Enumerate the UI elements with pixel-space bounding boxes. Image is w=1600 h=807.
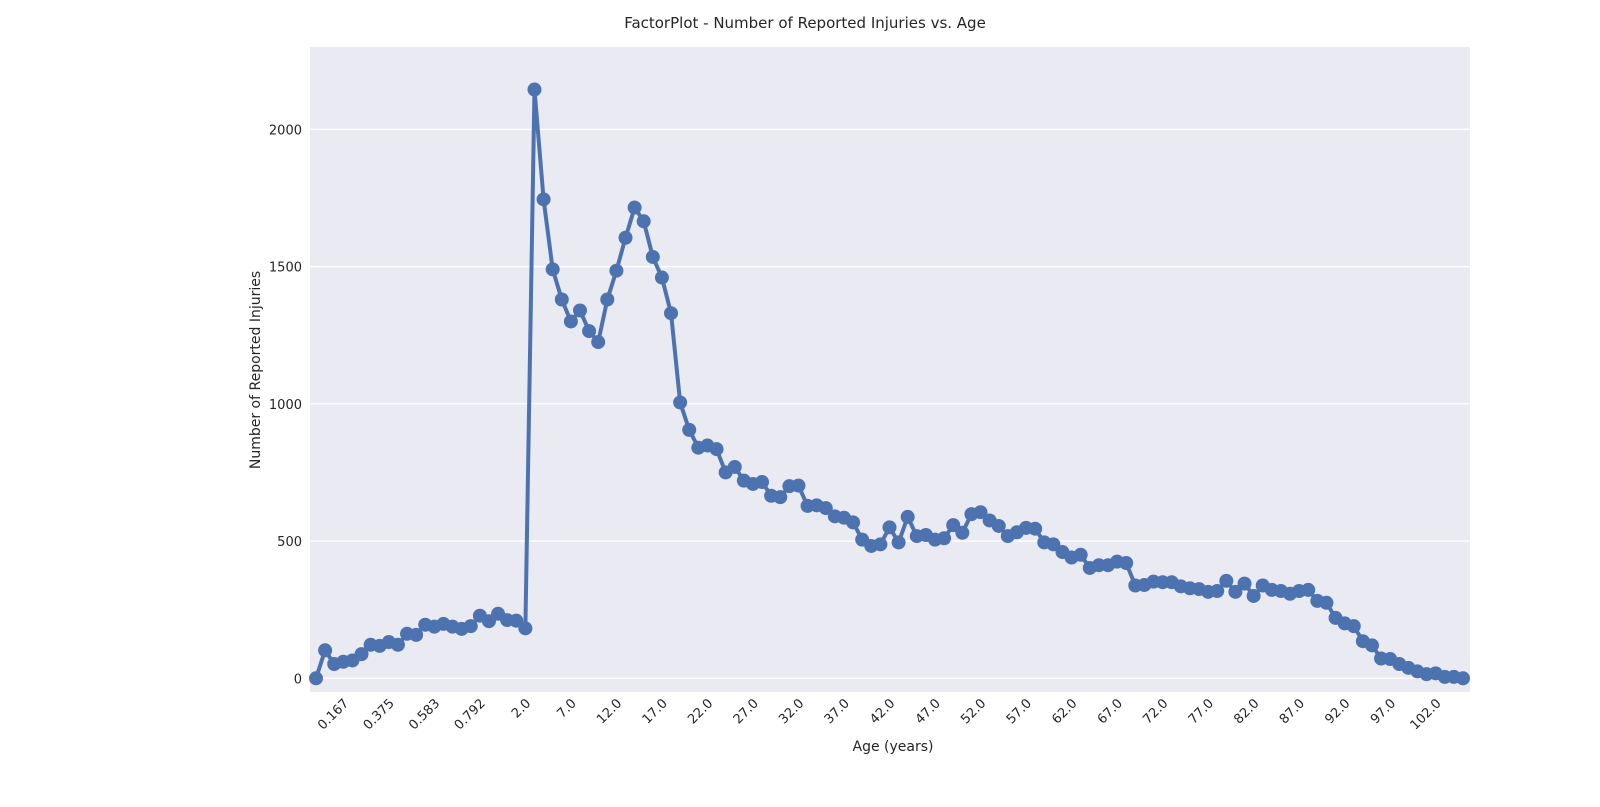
y-tick-labels: 0 500 1000 1500 2000	[269, 123, 302, 687]
data-point	[582, 324, 597, 339]
x-tick-label: 7.0	[554, 696, 579, 721]
y-tick-label: 1500	[269, 261, 302, 276]
data-point	[846, 515, 861, 530]
x-tick-label: 32.0	[776, 696, 807, 727]
data-point	[937, 531, 952, 546]
data-point	[682, 422, 697, 437]
data-point	[618, 230, 633, 245]
data-point	[773, 490, 788, 505]
data-point	[1237, 576, 1252, 591]
x-tick-label: 52.0	[958, 696, 989, 727]
data-point	[354, 647, 369, 662]
data-point	[1246, 588, 1261, 603]
x-tick-label: 0.167	[315, 696, 352, 733]
data-point	[609, 263, 624, 278]
x-tick-labels: 0.167 0.375 0.583 0.792 2.0 7.0 12.0 17.0 22.0 27…	[315, 696, 1444, 733]
data-point	[1346, 619, 1361, 634]
data-point	[545, 262, 560, 277]
data-point	[463, 619, 478, 634]
data-point	[318, 643, 333, 658]
x-tick-label: 0.375	[361, 696, 398, 733]
y-tick-label: 2000	[269, 123, 302, 138]
data-point	[946, 518, 961, 533]
x-tick-label: 12.0	[594, 696, 625, 727]
gridlines	[310, 128, 1470, 679]
data-point	[1319, 595, 1334, 610]
data-point	[727, 459, 742, 474]
data-point	[1028, 521, 1043, 536]
data-point	[791, 478, 806, 493]
data-point	[1119, 556, 1134, 570]
data-point	[390, 637, 405, 652]
chart-title: FactorPlot - Number of Reported Injuries…	[624, 14, 986, 32]
data-point	[409, 627, 424, 642]
data-point	[973, 505, 988, 520]
data-point	[536, 192, 551, 207]
data-point	[654, 270, 669, 285]
data-point	[518, 621, 533, 636]
x-tick-label: 27.0	[731, 696, 762, 727]
y-tick-label: 0	[294, 672, 302, 687]
data-point	[600, 292, 615, 307]
data-points	[309, 82, 1470, 686]
data-point	[627, 200, 642, 215]
data-point	[645, 249, 660, 264]
data-point	[1364, 638, 1379, 653]
x-tick-label: 87.0	[1277, 696, 1308, 727]
x-tick-label: 22.0	[685, 696, 716, 727]
data-point	[309, 671, 323, 686]
x-axis-label: Age (years)	[853, 739, 934, 755]
data-point	[563, 314, 578, 329]
data-point	[1073, 547, 1088, 562]
plot-area	[310, 47, 1470, 692]
x-tick-label: 37.0	[822, 696, 853, 727]
data-point	[891, 535, 906, 550]
data-point	[1219, 573, 1234, 588]
x-tick-label: 67.0	[1095, 696, 1126, 727]
x-tick-label: 92.0	[1322, 696, 1353, 727]
data-point	[955, 525, 970, 540]
y-tick-label: 1000	[269, 398, 302, 413]
x-tick-label: 47.0	[913, 696, 944, 727]
y-tick-label: 500	[277, 535, 302, 550]
data-point	[636, 214, 651, 229]
x-tick-label: 77.0	[1186, 696, 1217, 727]
data-point	[554, 292, 569, 307]
data-point	[882, 520, 897, 535]
data-point	[900, 509, 915, 524]
data-point	[673, 395, 688, 410]
data-point	[709, 442, 724, 457]
data-point	[1210, 584, 1225, 598]
x-tick-label: 2.0	[509, 696, 534, 721]
data-point	[755, 475, 770, 490]
x-tick-label: 57.0	[1004, 696, 1035, 727]
data-point	[572, 303, 587, 318]
data-point	[991, 518, 1006, 533]
data-point	[873, 537, 888, 552]
x-tick-label: 62.0	[1049, 696, 1080, 727]
data-point	[591, 335, 606, 350]
data-point	[1301, 582, 1316, 597]
data-point	[527, 82, 542, 97]
data-point	[1228, 584, 1243, 599]
data-point	[1456, 671, 1470, 686]
x-tick-label: 82.0	[1231, 696, 1262, 727]
x-tick-label: 0.583	[406, 696, 443, 733]
data-point	[664, 306, 679, 321]
x-tick-label: 17.0	[640, 696, 671, 727]
x-tick-label: 0.792	[452, 696, 489, 733]
data-point	[818, 501, 833, 516]
y-axis-label: Number of Reported Injuries	[248, 271, 264, 469]
x-tick-label: 42.0	[867, 696, 898, 727]
x-tick-label: 102.0	[1408, 696, 1445, 733]
x-tick-label: 72.0	[1140, 696, 1171, 727]
x-tick-label: 97.0	[1368, 696, 1399, 727]
